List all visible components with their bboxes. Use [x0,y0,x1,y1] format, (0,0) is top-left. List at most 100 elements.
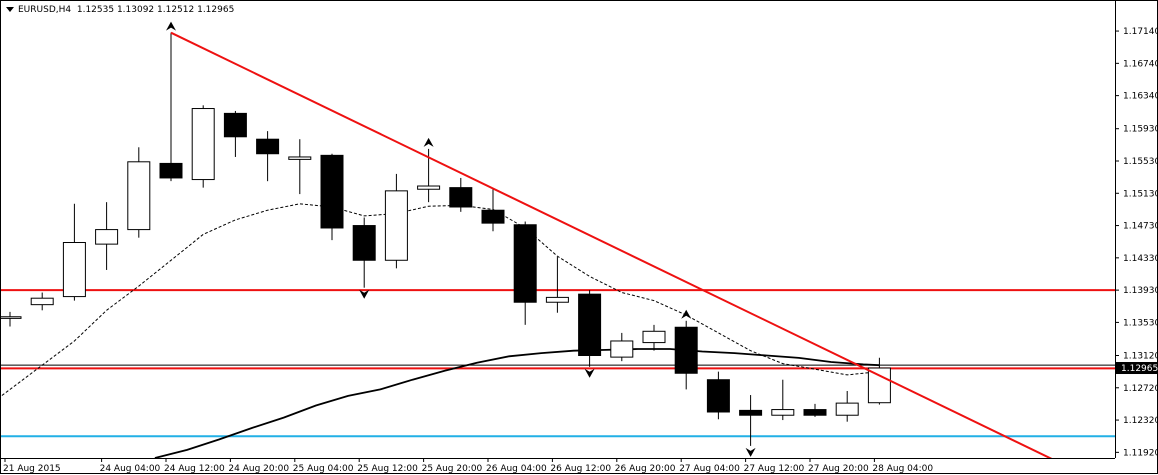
price-tick-label: 1.13930 [1123,286,1158,296]
candle [771,379,795,421]
time-tick-label: 26 Aug 04:00 [486,464,547,474]
current-price-tag [1116,362,1158,375]
price-tick-label: 1.16340 [1123,92,1158,102]
fractal-down-icon [359,289,370,299]
candle [739,395,763,446]
price-tick-label: 1.14730 [1123,222,1158,232]
candle [449,177,473,212]
candle [642,324,666,351]
candle [1,311,22,327]
time-tick-label: 25 Aug 12:00 [357,464,418,474]
price-tick-label: 1.15130 [1123,189,1158,199]
candle [30,292,54,311]
candle-body [256,138,280,155]
candle [384,173,408,269]
price-tick-label: 1.12720 [1123,384,1158,394]
price-tick-label: 1.14330 [1123,254,1158,264]
symbol-label: EURUSD,H4 [18,5,72,15]
candle [674,320,698,390]
fractal-up-icon [681,309,692,319]
moving-average-fast [1,203,880,397]
candle [610,332,634,362]
dropdown-triangle-icon[interactable] [6,7,14,12]
time-tick-label: 24 Aug 20:00 [228,464,289,474]
time-tick-label: 27 Aug 04:00 [679,464,740,474]
candle-body [674,326,698,374]
price-tick-label: 1.15930 [1123,125,1158,135]
trendline-layer [170,31,1053,458]
time-tick-label: 28 Aug 04:00 [872,464,933,474]
candle [191,105,215,188]
moving-averages-layer [1,203,880,458]
candle-body [223,112,247,138]
price-tick-label: 1.12320 [1123,416,1158,426]
candle-body [513,224,537,303]
candle-body [1,316,22,319]
candle [513,221,537,325]
candle-body [867,367,891,404]
candles-layer [1,32,891,446]
candle-body [417,185,441,190]
price-tick-label: 1.13530 [1123,318,1158,328]
candle-body [95,229,119,245]
time-tick-label: 26 Aug 20:00 [615,464,676,474]
horizontal-lines-layer [1,289,1115,438]
candle-body [578,293,602,357]
price-tick-label: 1.13120 [1123,352,1158,362]
price-tick-label: 1.11920 [1123,448,1158,458]
candle-body [449,187,473,208]
fractal-up-icon [423,137,434,147]
time-tick-label: 25 Aug 20:00 [422,464,483,474]
moving-average-slow [154,348,880,458]
time-tick-label: 27 Aug 20:00 [808,464,869,474]
time-tick-label: 27 Aug 12:00 [744,464,805,474]
candle [545,257,569,313]
chart-title: EURUSD,H4 1.12535 1.13092 1.12512 1.1296… [6,5,234,15]
time-tick-label: 24 Aug 04:00 [100,464,161,474]
price-tick-label: 1.17140 [1123,27,1158,37]
candle-body [835,402,859,416]
candle [578,290,602,367]
candle-body [384,190,408,261]
fractal-down-icon [584,368,595,378]
candle-body [545,296,569,303]
trendline [170,31,1053,458]
candle [867,357,891,405]
fractal-down-icon [745,447,756,457]
candle-body [803,409,827,416]
price-axis[interactable]: 1.17140 1.16740 1.16340 1.15930 1.15530 1.151… [1,1,1158,459]
candle [481,189,505,232]
fractal-up-icon [166,21,176,31]
time-tick-label: 21 Aug 2015 [3,464,61,474]
candle [706,371,730,420]
time-tick-label: 24 Aug 12:00 [164,464,225,474]
candle-body [352,225,376,261]
price-tick-label: 1.15530 [1123,157,1158,167]
ohlc-values: 1.12535 1.13092 1.12512 1.12965 [76,5,235,15]
candle-body [481,209,505,224]
candle [62,203,86,301]
candle-body [320,154,344,229]
candle-body [127,161,151,231]
candle [803,403,827,417]
price-tick-label: 1.16740 [1123,59,1158,69]
candle-body [62,242,86,298]
time-axis[interactable]: 21 Aug 2015 24 Aug 04:00 24 Aug 12:00 24 Au… [3,458,933,474]
candle-body [739,409,763,416]
fractals-layer [166,21,756,457]
current-price-label: 1.12965 [1121,364,1158,374]
candle-body [610,340,634,358]
candle [352,217,376,288]
candle [159,32,183,182]
candle [223,110,247,157]
candle-body [30,297,54,306]
candle-body [159,162,183,179]
candle-body [191,108,215,181]
time-tick-label: 25 Aug 04:00 [293,464,354,474]
candle [288,139,312,195]
candle [127,147,151,238]
candle [835,391,859,422]
candle-body [288,156,312,160]
